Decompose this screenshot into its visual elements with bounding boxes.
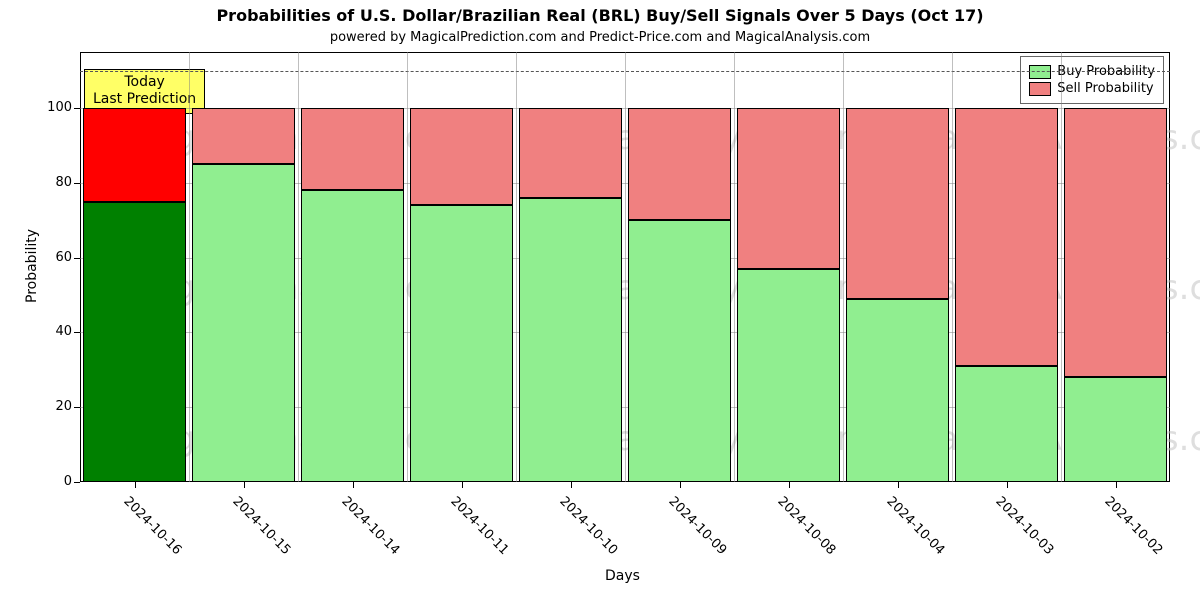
bar-buy	[519, 198, 621, 482]
grid-line-vertical	[734, 52, 735, 482]
grid-line-vertical	[952, 52, 953, 482]
y-tick-label: 20	[36, 399, 72, 414]
y-tick-label: 60	[36, 250, 72, 265]
bar-buy	[737, 269, 839, 482]
bar-sell	[955, 108, 1057, 366]
grid-line-vertical	[189, 52, 190, 482]
legend-item-sell: Sell Probability	[1029, 81, 1155, 96]
bar-sell	[83, 108, 185, 201]
grid-line-vertical	[516, 52, 517, 482]
grid-line-vertical	[843, 52, 844, 482]
y-tick-label: 80	[36, 175, 72, 190]
x-tick-mark	[680, 482, 681, 488]
bar-sell	[410, 108, 512, 205]
x-tick-mark	[135, 482, 136, 488]
y-tick-label: 40	[36, 324, 72, 339]
x-axis-label: Days	[605, 568, 640, 584]
x-tick-mark	[1116, 482, 1117, 488]
bar-buy	[301, 190, 403, 482]
bar-sell	[301, 108, 403, 190]
bar-sell	[628, 108, 730, 220]
bar-sell	[1064, 108, 1166, 377]
x-tick-mark	[1007, 482, 1008, 488]
bar-buy	[628, 220, 730, 482]
grid-line-vertical	[625, 52, 626, 482]
bar-sell	[192, 108, 294, 164]
y-tick-label: 100	[36, 100, 72, 115]
callout-line2: Last Prediction	[93, 91, 196, 107]
bar-buy	[1064, 377, 1166, 482]
grid-line-vertical	[298, 52, 299, 482]
bar-sell	[737, 108, 839, 269]
today-callout: Today Last Prediction	[84, 69, 205, 114]
chart-title: Probabilities of U.S. Dollar/Brazilian R…	[0, 6, 1200, 25]
bar-buy	[846, 299, 948, 482]
grid-line-vertical	[1061, 52, 1062, 482]
legend: Buy Probability Sell Probability	[1020, 56, 1164, 104]
legend-label-sell: Sell Probability	[1057, 81, 1153, 96]
y-tick-label: 0	[36, 474, 72, 489]
callout-line1: Today	[124, 74, 165, 90]
bar-buy	[83, 202, 185, 482]
x-tick-mark	[789, 482, 790, 488]
grid-line-vertical	[407, 52, 408, 482]
y-tick-mark	[74, 482, 80, 483]
legend-swatch-sell	[1029, 82, 1051, 96]
bar-sell	[846, 108, 948, 299]
x-tick-mark	[462, 482, 463, 488]
bar-buy	[192, 164, 294, 482]
x-tick-mark	[353, 482, 354, 488]
bar-buy	[410, 205, 512, 482]
bar-sell	[519, 108, 621, 198]
x-tick-mark	[571, 482, 572, 488]
chart-subtitle: powered by MagicalPrediction.com and Pre…	[0, 30, 1200, 45]
y-axis-label: Probability	[24, 229, 40, 303]
x-tick-mark	[244, 482, 245, 488]
x-tick-mark	[898, 482, 899, 488]
bar-buy	[955, 366, 1057, 482]
